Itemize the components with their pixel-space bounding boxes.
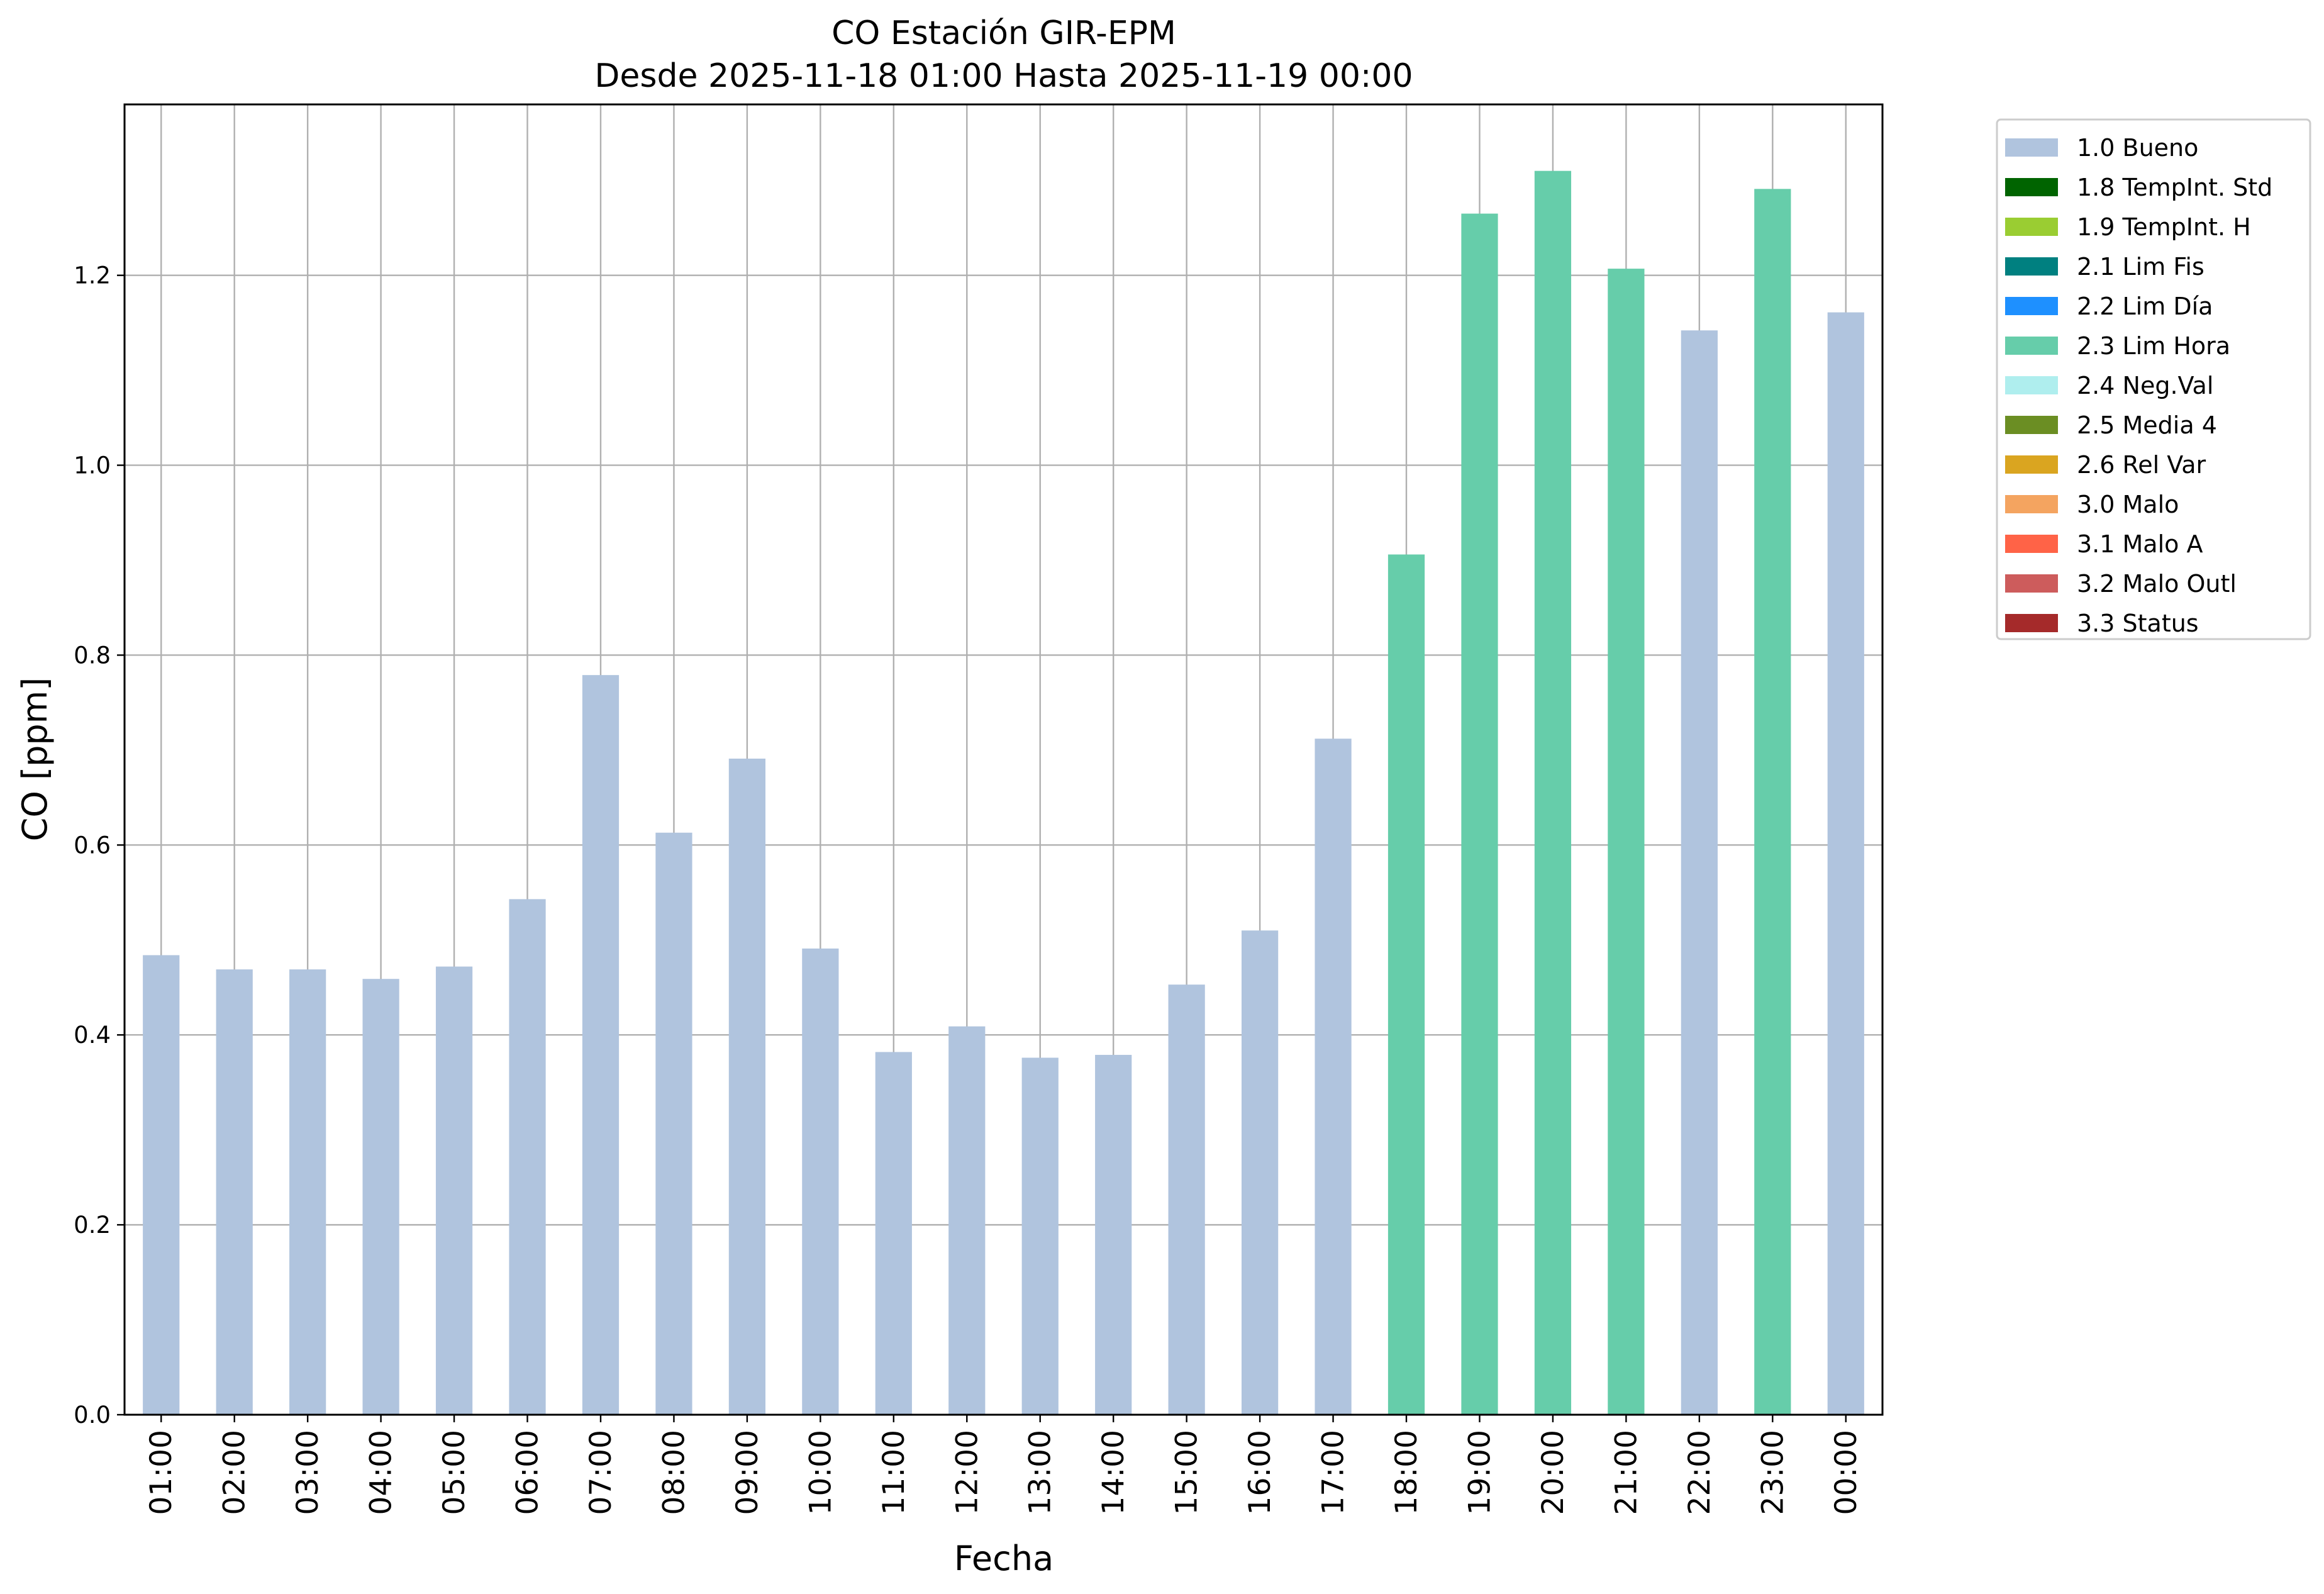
legend-label: 2.3 Lim Hora [2077, 332, 2230, 360]
chart-subtitle: Desde 2025-11-18 01:00 Hasta 2025-11-19 … [594, 57, 1413, 95]
y-tick-label: 0.0 [74, 1402, 111, 1429]
legend-label: 2.1 Lim Fis [2077, 253, 2204, 281]
x-tick-label: 17:00 [1316, 1430, 1351, 1515]
x-tick-label: 02:00 [218, 1430, 252, 1515]
x-tick-label: 06:00 [511, 1430, 545, 1515]
legend-swatch [2005, 178, 2058, 196]
x-tick-label: 15:00 [1170, 1430, 1204, 1515]
legend-swatch [2005, 495, 2058, 513]
bar-05:00 [435, 966, 473, 1415]
bar-03:00 [289, 969, 326, 1415]
x-tick-label: 11:00 [877, 1430, 911, 1515]
bar-13:00 [1021, 1057, 1059, 1415]
x-tick-label: 00:00 [1829, 1430, 1864, 1515]
y-axis-ticks: 0.0 0.2 0.4 0.6 0.8 1.0 1.2 [74, 262, 125, 1429]
bar-08:00 [655, 832, 692, 1415]
y-tick-label: 1.2 [74, 262, 111, 289]
x-tick-label: 19:00 [1462, 1430, 1497, 1515]
x-tick-label: 04:00 [364, 1430, 399, 1515]
legend-swatch [2005, 337, 2058, 355]
plot-area-frame [123, 103, 1884, 1416]
x-tick-label: 01:00 [144, 1430, 179, 1515]
bar-22:00 [1681, 330, 1718, 1415]
y-tick-label: 0.8 [74, 642, 111, 669]
y-tick-label: 1.0 [74, 452, 111, 479]
bar-06:00 [509, 899, 546, 1415]
legend-label: 2.5 Media 4 [2077, 411, 2217, 439]
y-tick-label: 0.4 [74, 1022, 111, 1049]
bar-23:00 [1754, 189, 1791, 1415]
x-tick-label: 18:00 [1389, 1430, 1424, 1515]
bar-16:00 [1241, 930, 1279, 1415]
x-tick-label: 14:00 [1096, 1430, 1131, 1515]
x-tick-label: 05:00 [437, 1430, 472, 1515]
legend-swatch [2005, 535, 2058, 553]
x-tick-label: 12:00 [950, 1430, 984, 1515]
legend-swatch [2005, 218, 2058, 236]
legend-swatch [2005, 574, 2058, 593]
chart-title: CO Estación GIR-EPM [831, 14, 1176, 52]
legend-swatch [2005, 416, 2058, 434]
legend-swatch [2005, 257, 2058, 276]
bar-21:00 [1608, 269, 1645, 1415]
legend-swatch [2005, 297, 2058, 315]
bar-04:00 [362, 979, 399, 1415]
bar-11:00 [875, 1052, 912, 1415]
x-axis-label: Fecha [954, 1539, 1054, 1578]
bar-10:00 [802, 948, 839, 1415]
bar-15:00 [1168, 984, 1205, 1415]
x-tick-label: 20:00 [1536, 1430, 1571, 1515]
legend-label: 2.2 Lim Día [2077, 293, 2213, 320]
legend-label: 1.8 TempInt. Std [2077, 174, 2272, 201]
bar-00:00 [1827, 312, 1864, 1415]
x-tick-label: 09:00 [730, 1430, 765, 1515]
x-axis-ticks: 01:00 02:00 03:00 04:00 05:00 06:00 07:00 08:00… [144, 1415, 1864, 1515]
bar-18:00 [1387, 554, 1425, 1415]
y-tick-label: 0.6 [74, 832, 111, 859]
x-tick-label: 07:00 [584, 1430, 618, 1515]
x-tick-label: 08:00 [657, 1430, 691, 1515]
bars [143, 170, 1864, 1415]
x-tick-label: 23:00 [1755, 1430, 1790, 1515]
bar-07:00 [582, 675, 620, 1415]
bar-14:00 [1095, 1054, 1132, 1415]
x-tick-label: 10:00 [803, 1430, 838, 1515]
bar-02:00 [216, 969, 253, 1415]
x-tick-label: 22:00 [1682, 1430, 1717, 1515]
bar-17:00 [1315, 738, 1352, 1415]
legend-swatch [2005, 455, 2058, 474]
bar-09:00 [728, 758, 766, 1415]
y-axis-label: CO [ppm] [15, 677, 55, 842]
legend-label: 3.0 Malo [2077, 491, 2179, 518]
x-tick-label: 03:00 [291, 1430, 325, 1515]
legend-label: 1.9 TempInt. H [2077, 213, 2251, 241]
legend: 1.0 Bueno 1.8 TempInt. Std 1.9 TempInt. H 2… [1996, 118, 2311, 640]
x-tick-label: 13:00 [1023, 1430, 1058, 1515]
legend-label: 3.3 Status [2077, 610, 2199, 637]
legend-swatch [2005, 138, 2058, 157]
x-tick-label: 21:00 [1609, 1430, 1643, 1515]
y-tick-label: 0.2 [74, 1212, 111, 1239]
legend-swatch [2005, 376, 2058, 394]
bar-12:00 [948, 1026, 986, 1415]
bar-20:00 [1534, 170, 1572, 1415]
legend-label: 3.1 Malo A [2077, 530, 2203, 558]
legend-box [1996, 118, 2311, 640]
legend-label: 3.2 Malo Outl [2077, 570, 2237, 598]
legend-label: 2.6 Rel Var [2077, 451, 2206, 479]
x-tick-label: 16:00 [1243, 1430, 1277, 1515]
legend-swatch [2005, 614, 2058, 632]
legend-label: 2.4 Neg.Val [2077, 372, 2213, 399]
bar-01:00 [143, 955, 180, 1415]
legend-label: 1.0 Bueno [2077, 134, 2198, 162]
bar-19:00 [1461, 213, 1498, 1415]
